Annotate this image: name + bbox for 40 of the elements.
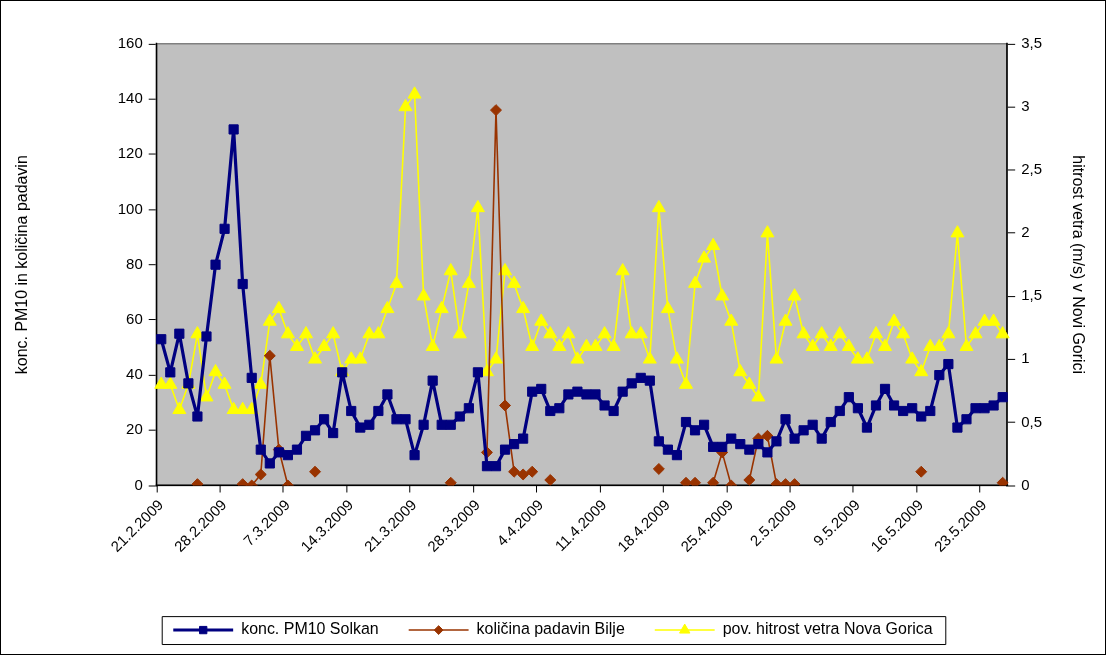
y2-tick-label: 1,5: [1021, 286, 1042, 304]
legend-label: pov. hitrost vetra Nova Gorica: [722, 620, 933, 638]
point: [309, 465, 322, 478]
y2-tick-label: 0,5: [1021, 412, 1042, 430]
y2-tick-label: 2: [1021, 223, 1030, 241]
point: [517, 468, 530, 481]
y-tick-label: 160: [117, 34, 143, 51]
y-tick-label: 100: [117, 199, 143, 217]
point: [508, 465, 521, 478]
y2-tick-label: 0: [1021, 475, 1030, 493]
point: [544, 474, 557, 486]
point: [444, 476, 457, 486]
legend-label: konc. PM10 Solkan: [241, 620, 379, 638]
y2-tick-label: 3: [1021, 97, 1030, 115]
point: [499, 399, 512, 412]
point: [263, 349, 276, 362]
legend-label: količina padavin Bilje: [476, 620, 625, 638]
point: [996, 476, 1009, 486]
point: [743, 474, 756, 486]
y-tick-label: 60: [126, 310, 143, 328]
point: [526, 465, 539, 478]
y2-tick-label: 1: [1021, 349, 1030, 367]
y-axis-title: konc. PM10 in količina padavin: [12, 155, 30, 375]
point: [707, 476, 720, 486]
y-tick-label: 140: [117, 89, 143, 107]
point: [680, 476, 692, 486]
y2-tick-label: 2,5: [1021, 160, 1042, 178]
y-tick-label: 20: [126, 420, 143, 438]
y-tick-label: 80: [126, 254, 143, 272]
point: [689, 476, 702, 486]
y-tick-label: 0: [134, 475, 143, 493]
point: [254, 468, 267, 481]
y-tick-label: 40: [126, 365, 143, 383]
y2-tick-label: 3,5: [1021, 34, 1042, 51]
point: [915, 465, 928, 478]
y-tick-label: 120: [117, 144, 143, 162]
point: [761, 429, 774, 442]
y2-axis-title: hitrost vetra (m/s) v Novi Gorici: [1070, 155, 1088, 375]
point: [652, 462, 665, 475]
point: [490, 104, 502, 117]
